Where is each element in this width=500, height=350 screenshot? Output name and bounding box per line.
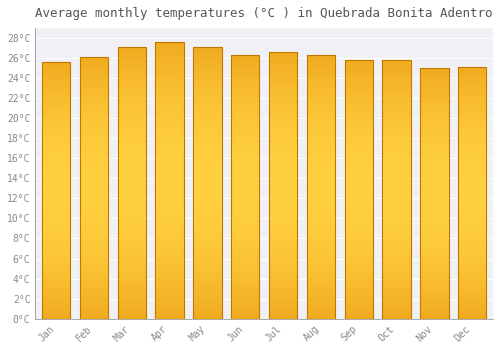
Bar [193,47,222,318]
Bar [306,55,335,318]
Bar [382,60,411,318]
Bar [420,68,448,318]
Bar [42,62,70,318]
Bar [344,60,373,318]
Bar [269,52,298,318]
Bar [80,57,108,318]
Bar [118,47,146,318]
Bar [156,42,184,318]
Bar [458,67,486,318]
Bar [231,55,260,318]
Title: Average monthly temperatures (°C ) in Quebrada Bonita Adentro: Average monthly temperatures (°C ) in Qu… [36,7,493,20]
